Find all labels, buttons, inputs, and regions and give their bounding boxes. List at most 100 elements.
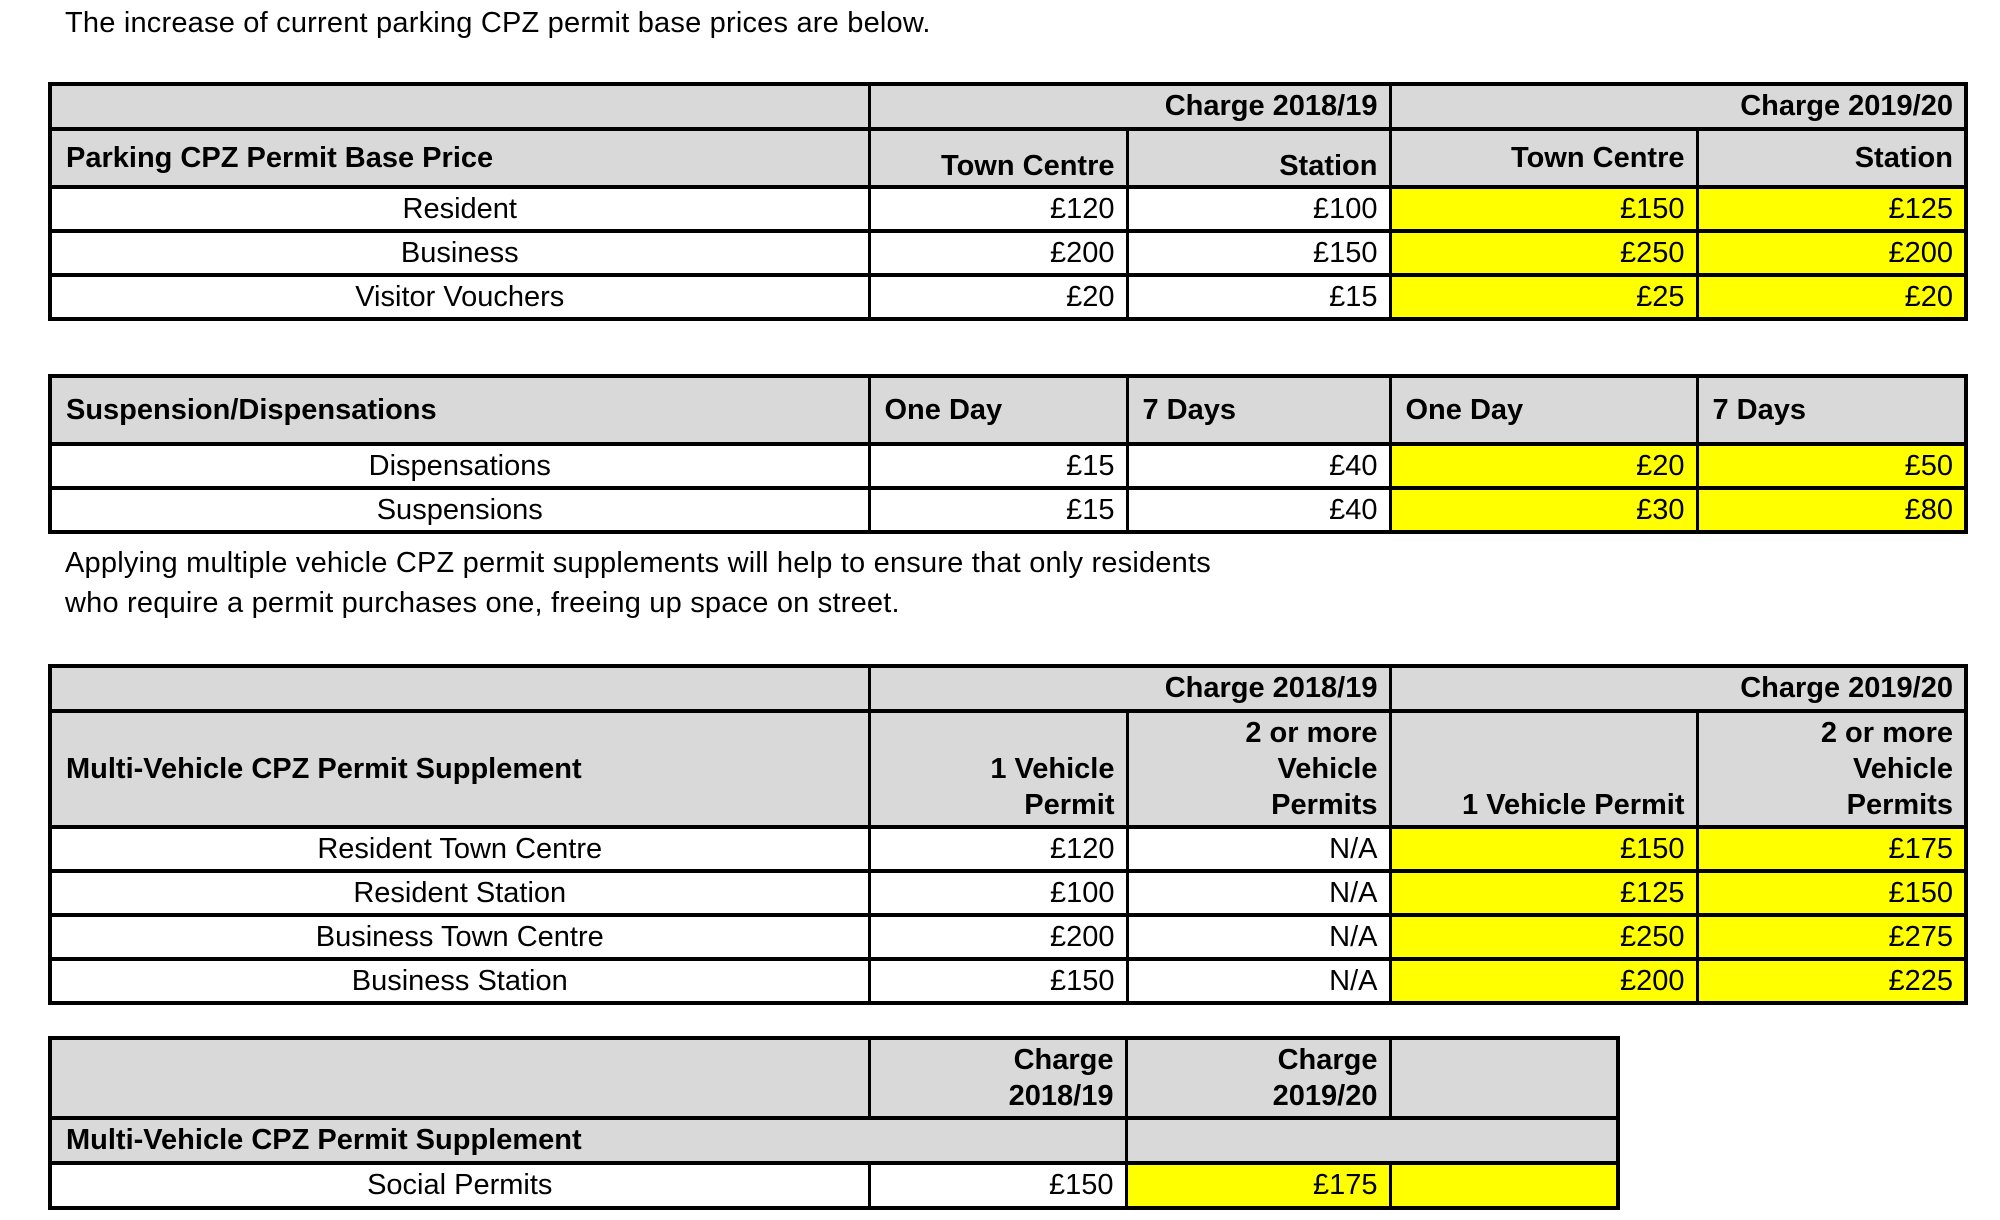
row-label: Business	[48, 229, 871, 277]
price-cell: £200	[867, 913, 1129, 961]
empty-corner-cell	[48, 1036, 871, 1120]
table-row-resident: Resident £120 £100 £150 £125	[48, 185, 1968, 233]
price-cell: N/A	[1125, 869, 1392, 917]
price-cell-highlighted: £20	[1695, 273, 1968, 321]
charge-2019-20-header: Charge 2019/20	[1388, 82, 1968, 131]
paragraph-line: who require a permit purchases one, free…	[65, 587, 900, 619]
empty-corner-cell	[48, 82, 871, 131]
price-cell: £40	[1125, 442, 1392, 490]
table-title-social-supplement: Multi-Vehicle CPZ Permit Supplement	[48, 1116, 1128, 1165]
empty-highlighted-cell	[1388, 1161, 1620, 1210]
price-cell-highlighted: £275	[1695, 913, 1968, 961]
table-title-base-price: Parking CPZ Permit Base Price	[48, 127, 871, 189]
price-cell: £120	[867, 825, 1129, 873]
page-title: The increase of current parking CPZ perm…	[65, 7, 931, 39]
empty-title-cell	[1124, 1116, 1620, 1165]
price-cell-highlighted: £30	[1388, 486, 1699, 534]
charge-year-header-row: Charge 2018/19 Charge 2019/20	[48, 82, 1968, 131]
price-cell: £15	[867, 486, 1129, 534]
charge-year-header-row: Charge 2018/19 Charge 2019/20	[48, 664, 1968, 713]
col-header-station-2019: Station	[1695, 127, 1968, 189]
price-cell-highlighted: £80	[1695, 486, 1968, 534]
price-cell: N/A	[1125, 957, 1392, 1005]
column-header-row: Parking CPZ Permit Base Price Town Centr…	[48, 127, 1968, 189]
charge-year-header-row: Charge 2018/19 Charge 2019/20	[48, 1036, 1620, 1120]
row-label: Business Town Centre	[48, 913, 871, 961]
price-cell-highlighted: £200	[1695, 229, 1968, 277]
price-cell-highlighted: £250	[1388, 229, 1699, 277]
price-cell-highlighted: £175	[1695, 825, 1968, 873]
price-cell-highlighted: £125	[1388, 869, 1699, 917]
row-label: Resident Town Centre	[48, 825, 871, 873]
charge-2019-20-header: Charge 2019/20	[1124, 1036, 1392, 1120]
col-header-one-day-2019: One Day	[1388, 374, 1699, 446]
price-cell-highlighted: £200	[1388, 957, 1699, 1005]
col-header-town-centre-2019: Town Centre	[1388, 127, 1699, 189]
col-header-7-days-2019: 7 Days	[1695, 374, 1968, 446]
row-label: Resident Station	[48, 869, 871, 917]
price-cell: £150	[1125, 229, 1392, 277]
row-label: Dispensations	[48, 442, 871, 490]
table-row-business-station: Business Station £150 N/A £200 £225	[48, 957, 1968, 1005]
price-cell: £20	[867, 273, 1129, 321]
row-label: Social Permits	[48, 1161, 871, 1210]
charge-2018-19-header: Charge 2018/19	[867, 1036, 1128, 1120]
table-row-resident-station: Resident Station £100 N/A £125 £150	[48, 869, 1968, 917]
col-header-2-or-more-2019: 2 or more Vehicle Permits	[1695, 709, 1968, 829]
price-cell: £100	[1125, 185, 1392, 233]
table-title-suspension: Suspension/Dispensations	[48, 374, 871, 446]
col-header-1-vehicle-2019: 1 Vehicle Permit	[1388, 709, 1699, 829]
price-cell-highlighted: £250	[1388, 913, 1699, 961]
table-row-suspensions: Suspensions £15 £40 £30 £80	[48, 486, 1968, 534]
price-cell: £200	[867, 229, 1129, 277]
col-header-2-or-more-2018: 2 or more Vehicle Permits	[1125, 709, 1392, 829]
table-title-row: Multi-Vehicle CPZ Permit Supplement	[48, 1116, 1620, 1165]
price-cell-highlighted: £150	[1388, 185, 1699, 233]
col-header-7-days-2018: 7 Days	[1125, 374, 1392, 446]
table-row-business-town-centre: Business Town Centre £200 N/A £250 £275	[48, 913, 1968, 961]
price-cell-highlighted: £150	[1695, 869, 1968, 917]
table-row-social-permits: Social Permits £150 £175	[48, 1161, 1620, 1210]
price-cell: £40	[1125, 486, 1392, 534]
row-label: Business Station	[48, 957, 871, 1005]
table-row-visitor-vouchers: Visitor Vouchers £20 £15 £25 £20	[48, 273, 1968, 321]
col-header-station-2018: Station	[1125, 127, 1392, 189]
row-label: Visitor Vouchers	[48, 273, 871, 321]
col-header-town-centre-2018: Town Centre	[867, 127, 1129, 189]
price-cell: £150	[867, 957, 1129, 1005]
price-cell-highlighted: £50	[1695, 442, 1968, 490]
price-cell: £15	[1125, 273, 1392, 321]
row-label: Suspensions	[48, 486, 871, 534]
charge-2018-19-header: Charge 2018/19	[867, 664, 1392, 713]
table-row-business: Business £200 £150 £250 £200	[48, 229, 1968, 277]
column-header-row: Multi-Vehicle CPZ Permit Supplement 1 Ve…	[48, 709, 1968, 829]
multi-vehicle-supplement-table: Charge 2018/19 Charge 2019/20 Multi-Vehi…	[48, 664, 1968, 1005]
price-cell-highlighted: £125	[1695, 185, 1968, 233]
table-title-multi-vehicle: Multi-Vehicle CPZ Permit Supplement	[48, 709, 871, 829]
col-header-one-day-2018: One Day	[867, 374, 1129, 446]
row-label: Resident	[48, 185, 871, 233]
price-cell-highlighted: £225	[1695, 957, 1968, 1005]
price-cell-highlighted: £150	[1388, 825, 1699, 873]
empty-header-cell	[1388, 1036, 1620, 1120]
body-paragraph: Applying multiple vehicle CPZ permit sup…	[65, 543, 1211, 623]
paragraph-line: Applying multiple vehicle CPZ permit sup…	[65, 547, 1211, 579]
price-cell-highlighted: £175	[1124, 1161, 1392, 1210]
price-cell: £100	[867, 869, 1129, 917]
price-cell: £150	[867, 1161, 1128, 1210]
base-price-table: Charge 2018/19 Charge 2019/20 Parking CP…	[48, 82, 1968, 321]
price-cell: N/A	[1125, 825, 1392, 873]
price-cell: N/A	[1125, 913, 1392, 961]
price-cell: £120	[867, 185, 1129, 233]
empty-corner-cell	[48, 664, 871, 713]
price-cell-highlighted: £25	[1388, 273, 1699, 321]
suspension-dispensations-table: Suspension/Dispensations One Day 7 Days …	[48, 374, 1968, 534]
charge-2019-20-header: Charge 2019/20	[1388, 664, 1968, 713]
table-row-resident-town-centre: Resident Town Centre £120 N/A £150 £175	[48, 825, 1968, 873]
price-cell-highlighted: £20	[1388, 442, 1699, 490]
column-header-row: Suspension/Dispensations One Day 7 Days …	[48, 374, 1968, 446]
col-header-1-vehicle-2018: 1 Vehicle Permit	[867, 709, 1129, 829]
social-permits-table: Charge 2018/19 Charge 2019/20 Multi-Vehi…	[48, 1036, 1620, 1210]
table-row-dispensations: Dispensations £15 £40 £20 £50	[48, 442, 1968, 490]
charge-2018-19-header: Charge 2018/19	[867, 82, 1392, 131]
